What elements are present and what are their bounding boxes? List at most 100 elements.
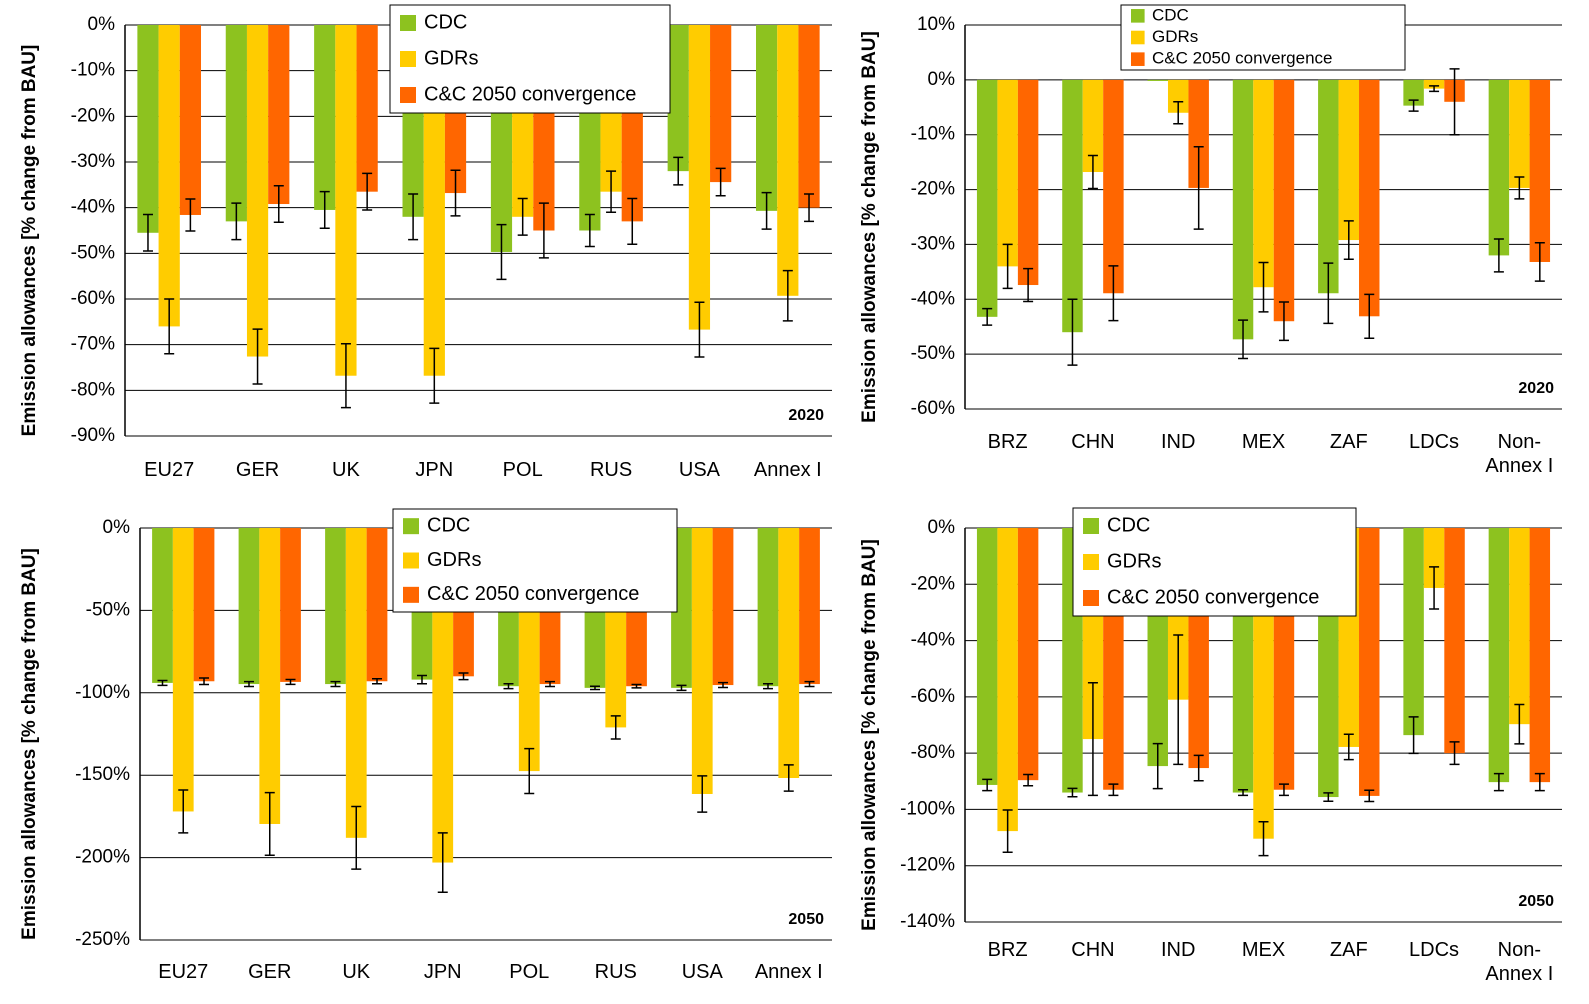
bar xyxy=(152,528,173,683)
error-bar xyxy=(1534,772,1545,792)
y-tick-label: -100% xyxy=(75,682,130,703)
bar xyxy=(259,528,281,824)
y-tick-label: -50% xyxy=(86,599,130,620)
legend-label: GDRs xyxy=(1107,550,1161,572)
bar xyxy=(1188,79,1209,188)
legend-box xyxy=(389,4,671,114)
x-tick-label: BRZ xyxy=(987,939,1028,961)
y-axis-label: Emission allowances [% change from BAU] xyxy=(19,45,40,437)
y-tick-label: -100% xyxy=(900,798,955,819)
error-bar xyxy=(1429,566,1440,610)
error-bar xyxy=(584,213,595,248)
error-bar xyxy=(319,190,330,229)
legend-label: GDRs xyxy=(424,47,478,69)
annotation: 2050 xyxy=(788,911,824,928)
bar xyxy=(997,528,1018,832)
error-bar xyxy=(1258,821,1269,857)
bar xyxy=(345,528,367,838)
x-tick-label: Non-Annex I xyxy=(1485,939,1554,985)
legend-label: C&C 2050 convergence xyxy=(1107,586,1319,608)
bar xyxy=(1232,79,1254,340)
error-bar xyxy=(273,184,284,224)
error-bar xyxy=(804,193,815,223)
error-bar xyxy=(1514,176,1525,200)
error-bar xyxy=(1002,243,1013,290)
bar xyxy=(712,528,734,686)
legend-label: CDC xyxy=(1152,5,1189,24)
x-tick-label: RUS xyxy=(589,459,633,481)
bar xyxy=(1318,79,1339,294)
error-bar xyxy=(1193,146,1204,230)
legend-label: GDRs xyxy=(1152,27,1198,46)
bar xyxy=(325,528,346,685)
x-tick-label: MEX xyxy=(1241,431,1286,453)
y-tick-label: -50% xyxy=(911,343,955,364)
legend-label: CDC xyxy=(427,514,470,536)
error-bar xyxy=(1343,220,1354,260)
x-tick-label: Annex I xyxy=(754,961,823,983)
legend-box xyxy=(1072,507,1357,617)
error-bar xyxy=(1067,298,1078,366)
legend-swatch xyxy=(1131,9,1145,23)
y-tick-label: -120% xyxy=(900,855,955,876)
error-bar xyxy=(782,269,793,322)
bar xyxy=(158,25,180,327)
error-bar xyxy=(340,343,351,409)
error-bar xyxy=(1408,716,1419,755)
error-bar xyxy=(1429,85,1440,93)
error-bar xyxy=(1023,267,1034,303)
x-tick-label: JPN xyxy=(423,961,462,983)
bar xyxy=(268,25,290,205)
x-tick-label: ZAF xyxy=(1329,939,1368,961)
legend-swatch xyxy=(1131,52,1145,66)
bar xyxy=(799,528,820,685)
bar xyxy=(137,25,159,233)
x-tick-label: Non-Annex I xyxy=(1485,431,1554,477)
y-tick-label: -40% xyxy=(71,197,115,218)
legend-label: CDC xyxy=(1107,514,1150,536)
bar xyxy=(710,25,732,183)
legend-swatch xyxy=(400,87,416,103)
error-bar xyxy=(157,679,168,687)
error-bar xyxy=(1238,319,1249,360)
error-bar xyxy=(1152,742,1163,790)
y-tick-label: -60% xyxy=(911,686,955,707)
x-tick-label: USA xyxy=(681,961,723,983)
bar xyxy=(778,528,800,779)
error-bar xyxy=(783,764,794,792)
bar xyxy=(193,528,215,682)
x-tick-label: LDCs xyxy=(1409,939,1460,961)
legend-swatch xyxy=(403,552,419,569)
error-bar xyxy=(1493,772,1504,792)
bar xyxy=(246,25,269,357)
error-bar xyxy=(1002,809,1013,853)
error-bar xyxy=(761,191,772,230)
error-bar xyxy=(1323,262,1334,325)
bar xyxy=(1167,79,1189,113)
error-bar xyxy=(627,197,638,245)
y-tick-label: -60% xyxy=(911,398,955,419)
bar xyxy=(755,25,778,211)
error-bar xyxy=(804,680,815,688)
error-bar xyxy=(718,681,729,689)
legend-swatch xyxy=(1083,590,1099,606)
error-bar xyxy=(1278,301,1289,342)
legend-swatch xyxy=(400,51,416,67)
bar xyxy=(1147,79,1168,81)
bar xyxy=(688,25,711,330)
error-bar xyxy=(408,193,419,241)
x-tick-label: JPN xyxy=(415,459,454,481)
bar xyxy=(1253,79,1274,288)
legend-swatch xyxy=(1083,554,1099,570)
x-tick-label: GER xyxy=(235,459,280,481)
bar xyxy=(1509,79,1530,188)
error-bar xyxy=(1408,99,1419,112)
y-tick-label: 0% xyxy=(928,69,956,90)
bar xyxy=(1529,528,1551,783)
legend-box xyxy=(1120,4,1406,71)
annotation: 2020 xyxy=(1518,380,1554,397)
error-bar xyxy=(243,680,254,688)
error-bar xyxy=(545,680,556,688)
x-tick-label: CHN xyxy=(1071,939,1115,961)
